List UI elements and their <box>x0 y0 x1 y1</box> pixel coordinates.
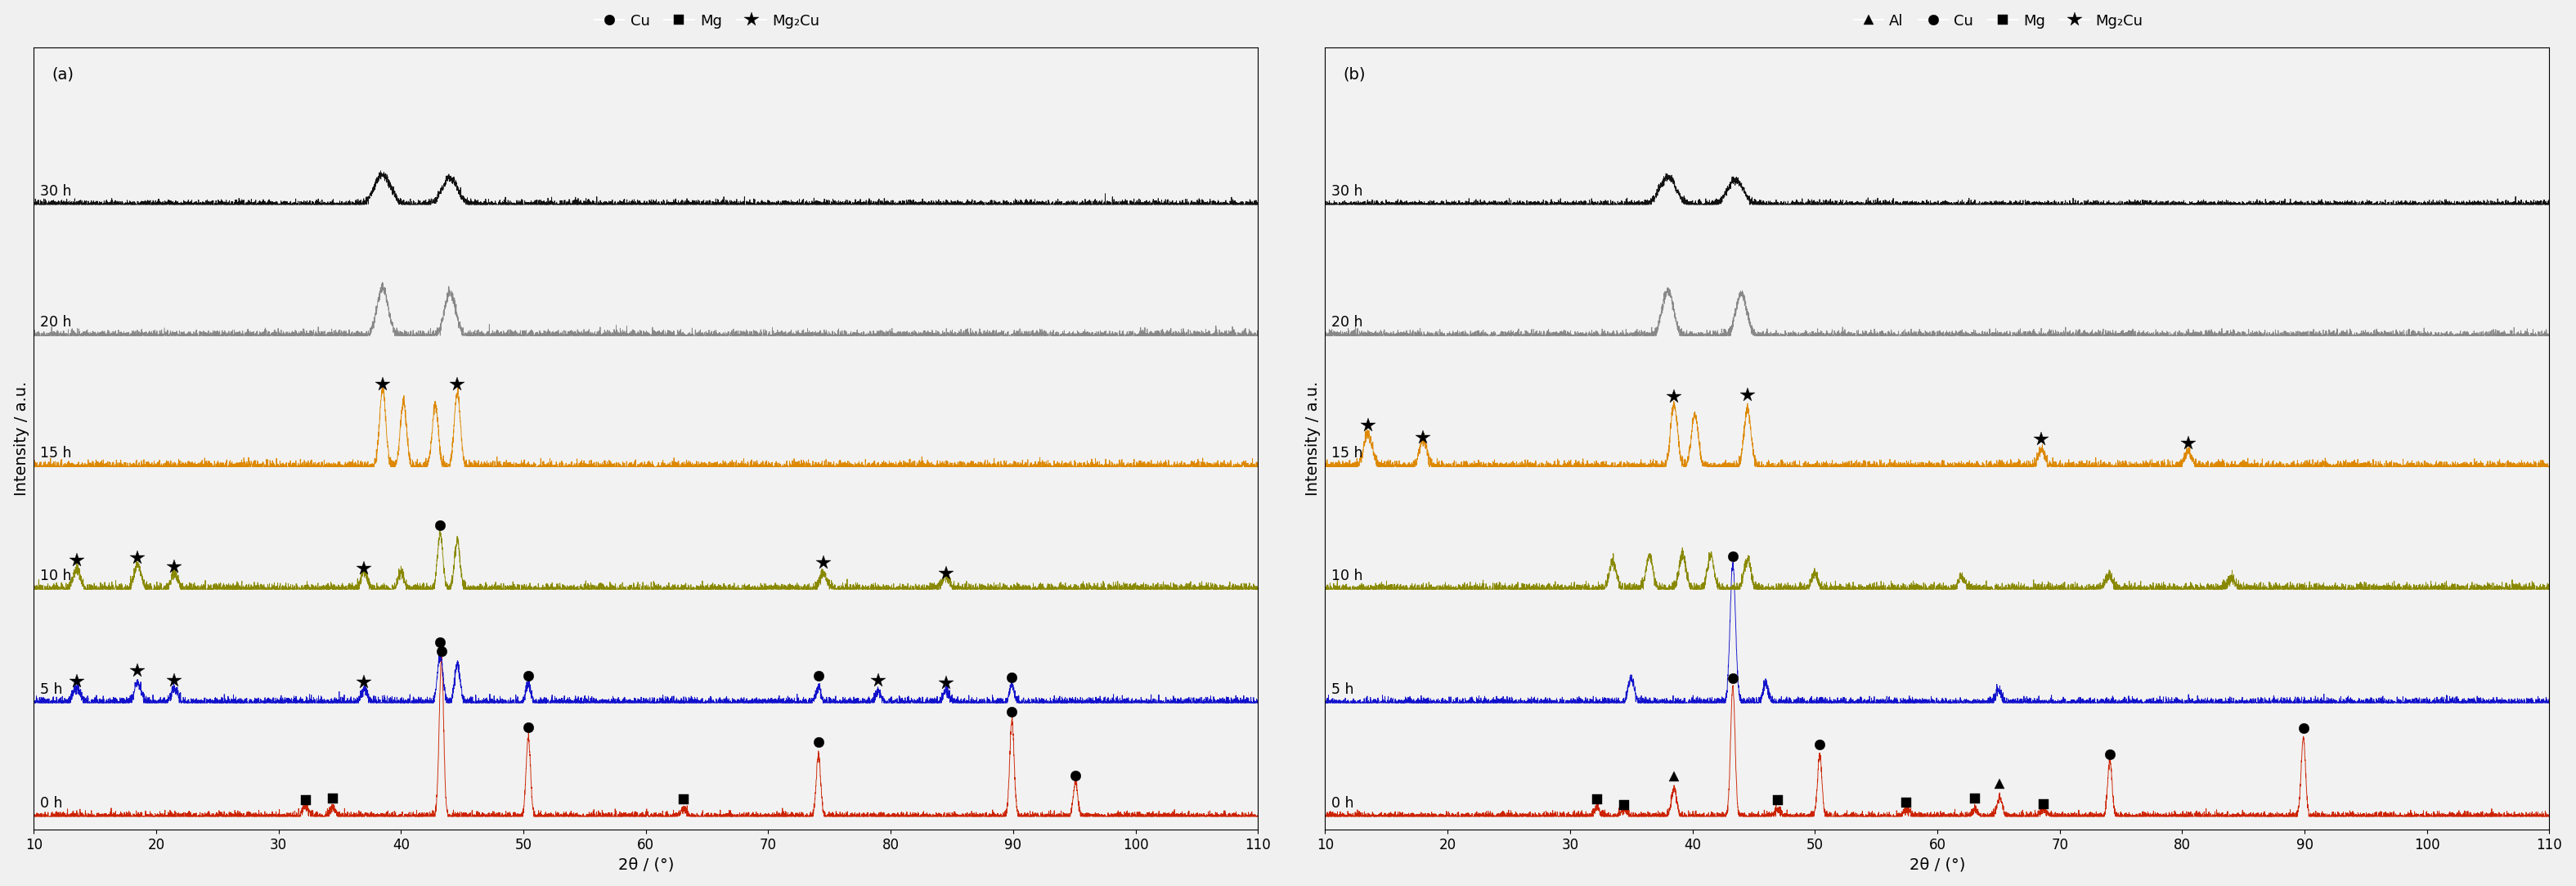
Y-axis label: Intensity / a.u.: Intensity / a.u. <box>13 381 28 496</box>
Legend: Al, Cu, Mg, Mg₂Cu: Al, Cu, Mg, Mg₂Cu <box>1847 8 2148 35</box>
X-axis label: 2θ / (°): 2θ / (°) <box>1909 857 1965 873</box>
Text: 30 h: 30 h <box>39 183 72 198</box>
Text: 10 h: 10 h <box>39 568 72 583</box>
Legend: Cu, Mg, Mg₂Cu: Cu, Mg, Mg₂Cu <box>590 8 824 35</box>
Text: 10 h: 10 h <box>1332 568 1363 583</box>
Text: 30 h: 30 h <box>1332 183 1363 198</box>
Text: 5 h: 5 h <box>1332 682 1355 696</box>
Text: 0 h: 0 h <box>39 796 62 811</box>
Y-axis label: Intensity / a.u.: Intensity / a.u. <box>1306 381 1321 496</box>
Text: 15 h: 15 h <box>39 446 72 461</box>
Text: (a): (a) <box>52 66 75 82</box>
Text: 0 h: 0 h <box>1332 796 1355 811</box>
Text: 15 h: 15 h <box>1332 446 1363 461</box>
Text: 20 h: 20 h <box>1332 315 1363 330</box>
Text: (b): (b) <box>1345 66 1365 82</box>
X-axis label: 2θ / (°): 2θ / (°) <box>618 857 675 873</box>
Text: 20 h: 20 h <box>39 315 72 330</box>
Text: 5 h: 5 h <box>39 682 62 696</box>
